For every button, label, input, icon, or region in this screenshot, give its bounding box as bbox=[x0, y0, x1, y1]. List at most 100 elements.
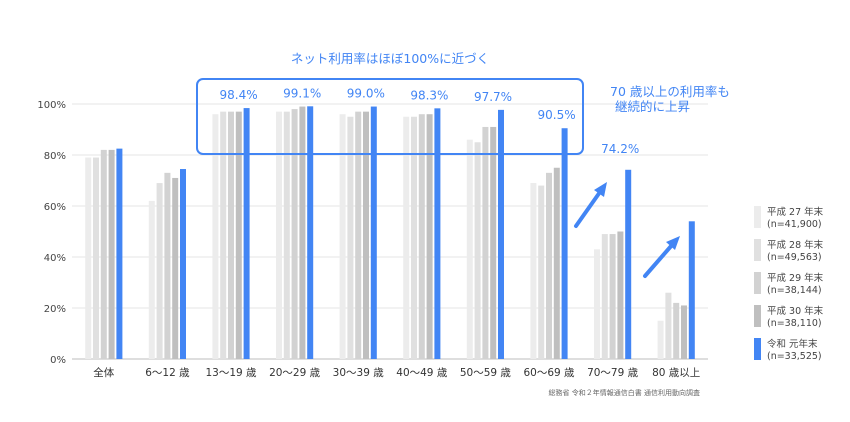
bar bbox=[530, 183, 537, 359]
bar bbox=[355, 111, 362, 360]
legend-swatch bbox=[754, 272, 761, 294]
bar bbox=[339, 114, 346, 359]
x-tick-label: 70～79 歳 bbox=[587, 367, 639, 379]
bar bbox=[283, 111, 290, 360]
x-tick-label: 全体 bbox=[93, 366, 114, 379]
legend-sample-size: (n=38,144) bbox=[767, 285, 822, 296]
bar bbox=[172, 177, 179, 359]
data-labels: 98.4% 99.1% 99.0% 98.3% 97.7% 90.5% 74.2% bbox=[220, 86, 640, 155]
bar bbox=[688, 221, 695, 359]
bar bbox=[235, 111, 242, 360]
bar bbox=[100, 149, 107, 359]
bar bbox=[307, 106, 314, 359]
bar bbox=[370, 106, 377, 359]
bar bbox=[546, 172, 552, 359]
data-label: 90.5% bbox=[538, 108, 576, 122]
legend: 平成 27 年末(n=41,900) 平成 28 年末(n=49,563) 平成 2… bbox=[754, 206, 824, 362]
highlight-box bbox=[196, 78, 584, 155]
legend-label: 平成 28 年末 bbox=[767, 239, 824, 251]
bar bbox=[228, 111, 234, 360]
y-tick-label: 40% bbox=[44, 253, 66, 264]
legend-swatch bbox=[754, 305, 761, 327]
bar bbox=[363, 111, 369, 360]
bar bbox=[609, 234, 616, 359]
elderly-annotation-line1: 70 歳以上の利用率も bbox=[610, 84, 730, 99]
y-tick-label: 20% bbox=[44, 304, 66, 315]
bar bbox=[594, 249, 600, 359]
legend-sample-size: (n=33,525) bbox=[767, 351, 822, 362]
bar bbox=[93, 157, 99, 359]
bar bbox=[220, 111, 227, 360]
legend-label: 平成 30 年末 bbox=[767, 305, 824, 317]
legend-swatch bbox=[754, 239, 761, 261]
bar bbox=[418, 114, 425, 359]
legend-label: 令和 元年末 bbox=[767, 338, 818, 350]
bar bbox=[474, 142, 481, 359]
x-axis: 全体 6～12 歳 13～19 歳 20～29 歳 30～39 歳 40～49 歳 50～5… bbox=[93, 366, 700, 379]
x-tick-label: 30～39 歳 bbox=[333, 367, 385, 379]
bar bbox=[482, 126, 489, 359]
x-tick-label: 13～19 歳 bbox=[205, 367, 257, 379]
bar bbox=[538, 185, 545, 359]
bar bbox=[243, 108, 250, 359]
data-label: 98.4% bbox=[220, 88, 258, 102]
data-label: 74.2% bbox=[601, 142, 639, 156]
bar bbox=[116, 148, 123, 359]
y-tick-label: 60% bbox=[44, 202, 66, 213]
bar bbox=[617, 231, 624, 359]
bar bbox=[553, 167, 560, 359]
data-label: 97.7% bbox=[474, 90, 512, 104]
y-tick-label: 80% bbox=[44, 151, 66, 162]
bar bbox=[85, 157, 92, 359]
highlight-annotation: ネット利用率はほぼ100%に近づく bbox=[291, 51, 489, 66]
bar bbox=[681, 305, 687, 359]
bar bbox=[601, 234, 608, 359]
bar bbox=[108, 149, 115, 359]
legend-sample-size: (n=38,110) bbox=[767, 318, 822, 329]
bar bbox=[466, 139, 473, 359]
legend-sample-size: (n=41,900) bbox=[767, 219, 822, 230]
bar bbox=[625, 169, 632, 359]
bar bbox=[498, 109, 504, 360]
bar bbox=[212, 114, 219, 359]
data-label: 99.1% bbox=[283, 86, 321, 100]
legend-swatch bbox=[754, 338, 761, 360]
data-label: 99.0% bbox=[347, 87, 385, 101]
data-label: 98.3% bbox=[410, 88, 448, 102]
legend-label: 平成 29 年末 bbox=[767, 272, 824, 284]
bar bbox=[561, 128, 568, 359]
x-tick-label: 80 歳以上 bbox=[652, 367, 700, 379]
bar bbox=[347, 116, 354, 359]
bar bbox=[434, 108, 441, 360]
x-tick-label: 20～29 歳 bbox=[269, 367, 321, 379]
bar bbox=[426, 114, 433, 359]
legend-sample-size: (n=49,563) bbox=[767, 252, 822, 263]
bar bbox=[164, 172, 171, 359]
x-tick-label: 50～59 歳 bbox=[460, 367, 512, 379]
elderly-annotation-line2: 継続的に上昇 bbox=[615, 99, 690, 114]
x-tick-label: 60～69 歳 bbox=[523, 367, 575, 379]
bar bbox=[156, 183, 163, 359]
bar bbox=[490, 126, 497, 359]
bars bbox=[85, 106, 695, 360]
bar bbox=[403, 116, 410, 359]
bar bbox=[180, 169, 186, 359]
bar bbox=[673, 302, 680, 359]
bar bbox=[148, 200, 155, 359]
legend-label: 平成 27 年末 bbox=[767, 206, 824, 218]
arrow-up-icon bbox=[574, 182, 607, 228]
arrow-up-icon bbox=[643, 236, 680, 278]
y-axis: 0% 20% 40% 60% 80% 100% bbox=[37, 100, 66, 366]
bar bbox=[276, 111, 282, 360]
legend-swatch bbox=[754, 206, 761, 228]
y-tick-label: 0% bbox=[50, 355, 66, 366]
bar bbox=[299, 106, 306, 359]
source-note: 総務省 令和２年情報通信白書 通信利用動向調査 bbox=[549, 388, 700, 397]
bar bbox=[657, 320, 664, 359]
bar bbox=[291, 109, 298, 359]
x-tick-label: 6～12 歳 bbox=[145, 367, 190, 379]
bar bbox=[665, 292, 672, 359]
x-tick-label: 40～49 歳 bbox=[396, 367, 448, 379]
bar bbox=[411, 116, 417, 359]
